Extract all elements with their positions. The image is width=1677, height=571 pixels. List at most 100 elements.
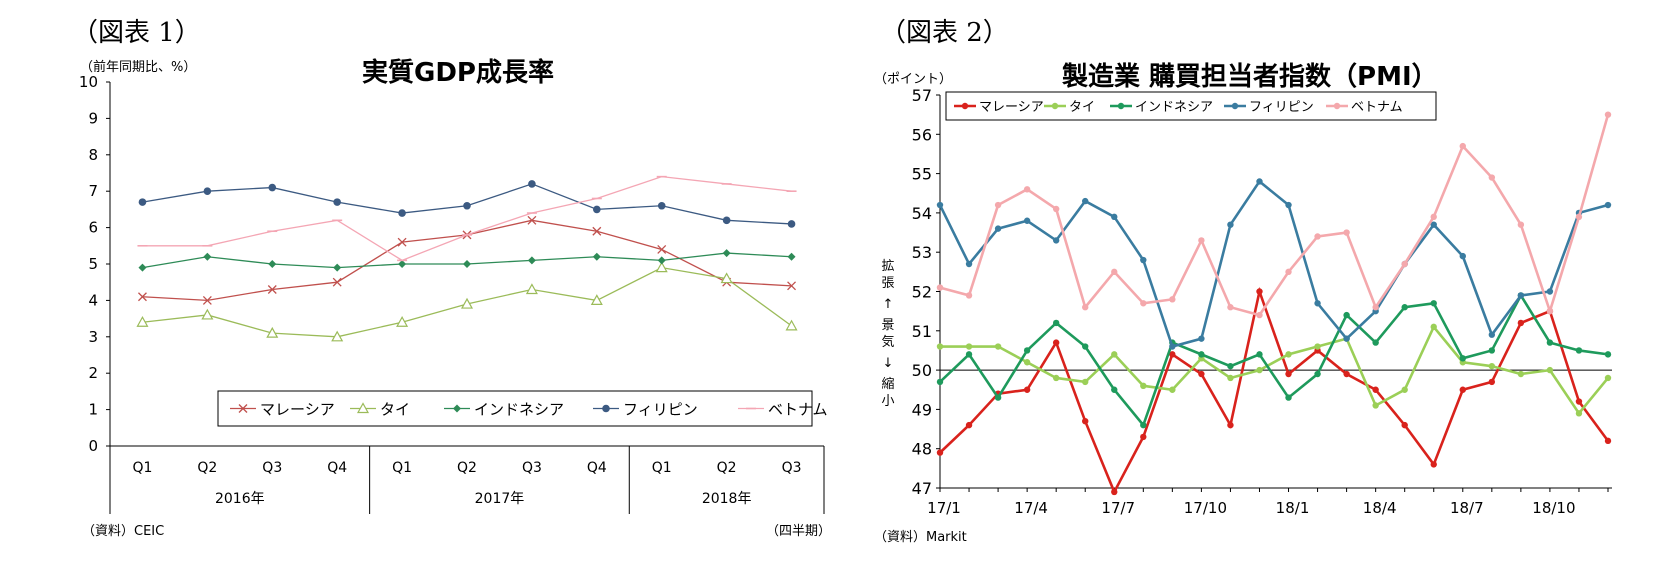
data-point [936, 201, 944, 209]
data-point [1256, 288, 1263, 295]
data-point [1140, 433, 1147, 441]
y-tick-label: 1 [88, 401, 98, 419]
data-point [720, 272, 733, 284]
x-tick-label: 18/7 [1450, 499, 1484, 517]
series-line [940, 324, 1610, 416]
data-point [1111, 386, 1118, 393]
data-point-stroke [657, 244, 667, 254]
x-tick-label: Q2 [197, 460, 217, 476]
series-line [939, 286, 1610, 495]
x-tick-label: 18/4 [1363, 499, 1397, 517]
y-tick-label: 0 [88, 437, 98, 455]
legend-label: マレーシア [979, 100, 1044, 115]
data-point [1111, 213, 1118, 221]
legend-box [217, 390, 813, 427]
legend-item: インドネシア [1110, 100, 1213, 115]
data-point [1604, 111, 1612, 118]
data-point [1459, 142, 1466, 150]
data-point [1459, 386, 1466, 393]
data-point [1140, 300, 1147, 307]
data-point-stroke [202, 295, 212, 305]
y-axis-unit: （ポイント） [874, 72, 953, 87]
y-tick-label: 5 [88, 255, 98, 273]
data-point [1343, 311, 1350, 319]
data-point [965, 343, 973, 350]
data-point [201, 308, 214, 320]
data-point [657, 256, 666, 265]
data-point [1314, 300, 1321, 307]
figure-label: （図表 1） [72, 18, 201, 48]
series-4 [936, 111, 1612, 319]
y-tick-label: 6 [88, 219, 98, 237]
data-point [1488, 331, 1496, 338]
legend-marker-stroke [238, 404, 248, 413]
data-point [722, 249, 731, 258]
year-label: 2017年 [475, 491, 525, 507]
data-point [965, 421, 973, 429]
data-point [1517, 221, 1525, 228]
data-point [1343, 229, 1350, 236]
data-point [1227, 421, 1234, 429]
data-point [1372, 402, 1379, 409]
data-point [1430, 323, 1437, 331]
legend-item: タイ [350, 401, 410, 419]
data-point [525, 283, 538, 295]
data-point [1256, 311, 1263, 319]
y-tick-label: 53 [912, 243, 932, 262]
data-point [1227, 304, 1234, 311]
data-point [1575, 410, 1583, 417]
data-point [1604, 374, 1612, 382]
y-tick-label: 54 [912, 204, 932, 223]
data-point [1082, 343, 1089, 350]
data-point [592, 252, 601, 261]
legend-label: タイ [380, 401, 410, 419]
data-point [1488, 347, 1496, 354]
data-point [527, 215, 537, 225]
x-tick-label: 18/10 [1532, 499, 1575, 517]
data-point [1140, 421, 1147, 429]
data-point [331, 330, 344, 342]
legend-item: フィリピン [1224, 100, 1314, 115]
data-point [785, 319, 798, 331]
data-point [1343, 335, 1350, 342]
data-point [1198, 351, 1205, 358]
data-point [592, 226, 602, 236]
data-point [1430, 461, 1437, 468]
x-tick-label: 18/1 [1276, 499, 1310, 517]
data-point-stroke [397, 237, 407, 247]
legend-label: フィリピン [623, 401, 698, 419]
year-label: 2018年 [702, 491, 752, 507]
data-point [1459, 252, 1466, 260]
series-1 [936, 323, 1612, 417]
data-point [657, 244, 667, 254]
chart-panel-gdp: （図表 1） （前年同期比、%） 実質GDP成長率 0 1 2 3 4 5 6 7 8 9 10 Q1… [72, 18, 831, 539]
y-tick-label: 49 [912, 400, 932, 419]
data-point [1023, 186, 1031, 193]
data-point [1575, 347, 1583, 354]
series-1 [136, 261, 798, 342]
legend-marker [1051, 102, 1059, 110]
economy-label-text: 景気 [881, 318, 895, 350]
data-point [1023, 359, 1031, 366]
x-tick-label: Q3 [522, 460, 542, 476]
pmi-chart-svg: 47 48 49 50 51 52 53 54 55 56 57 17/1 17/4 17/7 17/10 1… [912, 86, 1612, 517]
series-0 [936, 286, 1612, 496]
data-point [1169, 351, 1176, 358]
x-tick-label: 17/1 [927, 499, 961, 517]
data-point [1198, 237, 1205, 244]
chart-title: 製造業 購買担当者指数（PMI） [1062, 62, 1438, 92]
data-point-stroke [137, 292, 147, 302]
legend-label: タイ [1069, 100, 1095, 115]
data-point [787, 220, 796, 228]
data-point [266, 326, 279, 338]
data-point [396, 316, 409, 327]
data-point [1111, 351, 1118, 358]
data-point [657, 201, 666, 210]
legend-label: フィリピン [1249, 100, 1314, 115]
y-tick-label: 7 [88, 182, 98, 200]
data-point [1256, 351, 1263, 358]
data-point [1517, 319, 1525, 327]
x-tick-label: 17/4 [1014, 499, 1048, 517]
data-point [965, 292, 973, 299]
data-point [722, 216, 731, 225]
